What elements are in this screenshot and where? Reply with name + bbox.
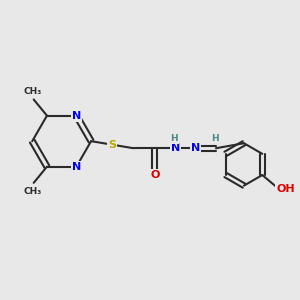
Text: S: S xyxy=(108,140,116,150)
Text: CH₃: CH₃ xyxy=(24,87,42,96)
Text: H: H xyxy=(170,134,178,143)
Text: O: O xyxy=(150,170,159,180)
Text: N: N xyxy=(72,162,81,172)
Text: N: N xyxy=(171,143,180,153)
Text: H: H xyxy=(211,134,218,143)
Text: N: N xyxy=(72,111,81,121)
Text: N: N xyxy=(191,143,200,153)
Text: OH: OH xyxy=(277,184,295,194)
Text: CH₃: CH₃ xyxy=(24,187,42,196)
